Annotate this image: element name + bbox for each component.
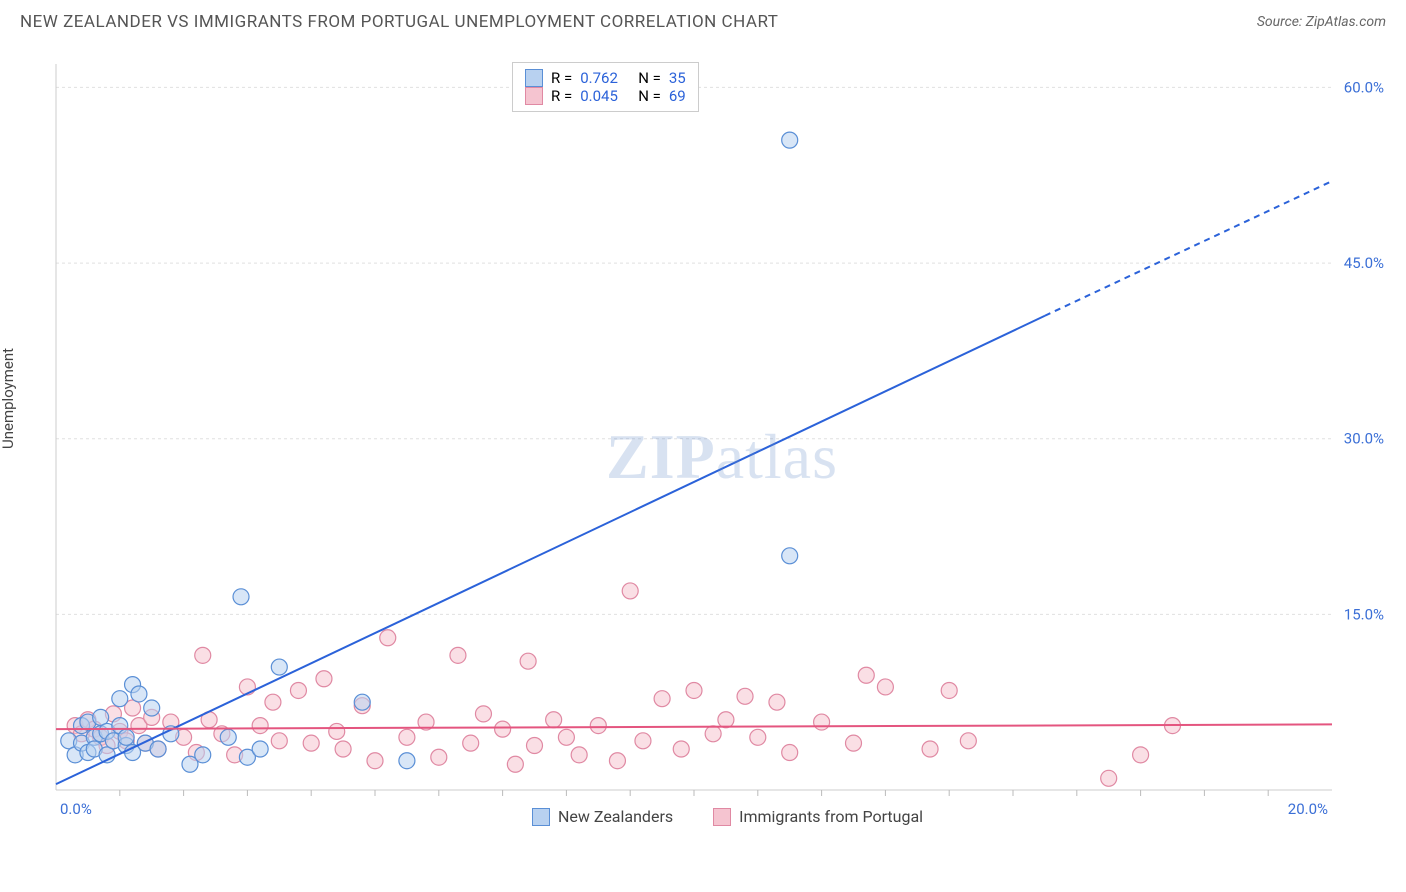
svg-text:20.0%: 20.0%: [1288, 800, 1328, 818]
legend-label: New Zealanders: [558, 807, 673, 826]
plot-area: ZIPatlas R = 0.762 N = 35 R = 0.045 N = …: [52, 60, 1392, 830]
legend-row: R = 0.762 N = 35: [525, 69, 686, 87]
swatch-icon: [525, 87, 543, 105]
legend-label: Immigrants from Portugal: [739, 807, 923, 826]
swatch-icon: [525, 69, 543, 87]
svg-text:45.0%: 45.0%: [1344, 254, 1384, 272]
source-attribution: Source: ZipAtlas.com: [1257, 14, 1386, 30]
legend-row: R = 0.045 N = 69: [525, 87, 686, 105]
r-value: 0.045: [580, 87, 630, 105]
n-value: 35: [669, 69, 686, 87]
y-axis-label: Unemployment: [0, 348, 17, 449]
n-value: 69: [669, 87, 686, 105]
svg-text:0.0%: 0.0%: [60, 800, 92, 818]
swatch-icon: [713, 808, 731, 826]
legend-item: New Zealanders: [532, 807, 673, 826]
legend-item: Immigrants from Portugal: [713, 807, 923, 826]
scatter-chart: 15.0% 30.0% 45.0% 60.0% 0.0% 20.0%: [52, 60, 1392, 830]
svg-text:15.0%: 15.0%: [1344, 605, 1384, 623]
svg-text:60.0%: 60.0%: [1344, 78, 1384, 96]
swatch-icon: [532, 808, 550, 826]
chart-title: NEW ZEALANDER VS IMMIGRANTS FROM PORTUGA…: [20, 12, 778, 32]
series-legend: New Zealanders Immigrants from Portugal: [532, 807, 923, 826]
correlation-legend: R = 0.762 N = 35 R = 0.045 N = 69: [512, 62, 699, 112]
chart-container: Unemployment ZIPatlas R = 0.762 N = 35 R…: [0, 40, 1406, 890]
svg-text:30.0%: 30.0%: [1344, 430, 1384, 448]
header: NEW ZEALANDER VS IMMIGRANTS FROM PORTUGA…: [0, 0, 1406, 40]
r-value: 0.762: [580, 69, 630, 87]
